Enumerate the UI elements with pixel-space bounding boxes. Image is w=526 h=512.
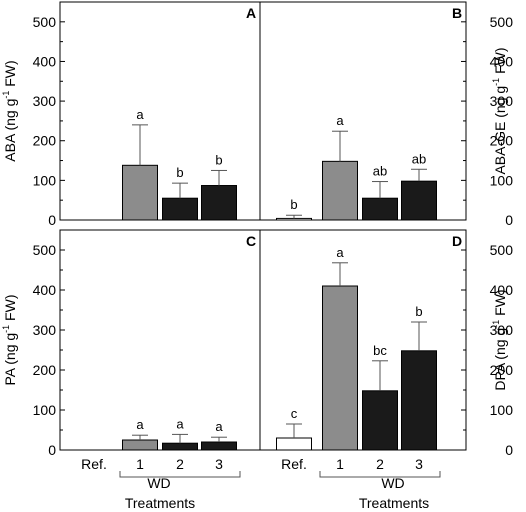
y-tick-label: 400 xyxy=(33,53,57,69)
y-tick-label: 300 xyxy=(490,93,514,109)
significance-label: a xyxy=(136,107,144,122)
y-tick-label: 500 xyxy=(490,14,514,30)
significance-label: a xyxy=(336,113,344,128)
significance-label: ab xyxy=(373,164,387,179)
y-tick-label: 400 xyxy=(490,282,514,298)
y-tick-label: 0 xyxy=(48,212,56,228)
x-axis-annotations: WD WD Treatments Treatments xyxy=(125,475,429,511)
y-tick-label: 0 xyxy=(505,212,513,228)
bar-wd3 xyxy=(401,350,437,451)
bar-wd2 xyxy=(162,197,198,221)
significance-label: ab xyxy=(412,151,426,166)
bar-wd2 xyxy=(162,442,198,451)
wd-label-right: WD xyxy=(381,475,404,491)
x-tick-label: 3 xyxy=(215,456,223,472)
significance-label: a xyxy=(336,245,344,260)
y-tick-label: 100 xyxy=(490,172,514,188)
x-tick-label: Ref. xyxy=(81,456,107,472)
panel-a: A 0 100 200 300 400 500 ABA (ng g-1 FW) a b b xyxy=(1,1,261,228)
significance-label: c xyxy=(291,406,298,421)
significance-label: b xyxy=(176,165,183,180)
y-tick-label: 400 xyxy=(33,282,57,298)
y-tick-label: 500 xyxy=(490,242,514,258)
y-tick-label: 300 xyxy=(33,93,57,109)
y-tick-label: 100 xyxy=(33,402,57,418)
x-tick-label: 3 xyxy=(415,456,423,472)
bar-wd1 xyxy=(322,160,358,221)
bar-wd3 xyxy=(201,185,237,221)
wd-group-bracket xyxy=(119,471,241,478)
y-tick-label: 100 xyxy=(490,402,514,418)
bar-ref xyxy=(276,217,312,221)
x-axis-title-right: Treatments xyxy=(359,495,429,511)
y-tick-label: 300 xyxy=(33,322,57,338)
panel-b: B 0 100 200 300 400 500 ABA-GE (ng g-1 FW) b a ab a… xyxy=(259,1,514,228)
y-tick-label: 100 xyxy=(33,172,57,188)
x-tick-label: Ref. xyxy=(281,456,307,472)
bar-ref xyxy=(276,437,312,451)
bar-wd3 xyxy=(201,441,237,451)
y-tick-label: 200 xyxy=(490,362,514,378)
y-tick-label: 500 xyxy=(33,242,57,258)
y-axis-title: PA (ng g-1 FW) xyxy=(1,294,18,385)
y-tick-label: 300 xyxy=(490,322,514,338)
significance-label: a xyxy=(215,419,223,434)
y-tick-label: 200 xyxy=(490,133,514,149)
significance-label: a xyxy=(176,416,184,431)
panel-c: C 0 100 200 300 400 500 PA (ng g-1 FW) a a a Ref. 1 2… xyxy=(1,229,261,478)
y-axis-title: ABA-GE (ng g-1 FW) xyxy=(491,47,508,174)
y-tick-label: 200 xyxy=(33,133,57,149)
x-tick-label: 1 xyxy=(336,456,344,472)
significance-label: b xyxy=(415,304,422,319)
y-axis-title: ABA (ng g-1 FW) xyxy=(1,60,18,161)
panel-letter: D xyxy=(452,233,462,249)
panel-letter: A xyxy=(246,5,256,21)
wd-group-bracket xyxy=(319,471,441,478)
significance-label: a xyxy=(136,417,144,432)
significance-label: b xyxy=(215,152,222,167)
panel-letter: B xyxy=(452,5,462,21)
bar-wd2 xyxy=(362,197,398,221)
bar-wd2 xyxy=(362,390,398,451)
panel-letter: C xyxy=(246,233,256,249)
bar-wd1 xyxy=(122,164,158,221)
y-tick-label: 500 xyxy=(33,14,57,30)
x-tick-label: 2 xyxy=(176,456,184,472)
plot-frame xyxy=(59,229,261,451)
significance-label: b xyxy=(290,197,297,212)
y-tick-label: 0 xyxy=(48,442,56,458)
bar-wd3 xyxy=(401,180,437,221)
y-tick-label: 0 xyxy=(505,442,513,458)
bar-wd1 xyxy=(122,439,158,451)
wd-label-left: WD xyxy=(147,475,170,491)
significance-label: bc xyxy=(373,343,387,358)
panel-d: D 0 100 200 300 400 500 DPA (ng g-1 FW) c a bc b Ref… xyxy=(259,229,514,478)
bar-wd1 xyxy=(322,285,358,451)
x-tick-label: 2 xyxy=(376,456,384,472)
x-axis-title-left: Treatments xyxy=(125,495,195,511)
y-axis-title: DPA (ng g-1 FW) xyxy=(491,289,508,390)
x-tick-label: 1 xyxy=(136,456,144,472)
y-tick-label: 200 xyxy=(33,362,57,378)
y-tick-label: 400 xyxy=(490,53,514,69)
